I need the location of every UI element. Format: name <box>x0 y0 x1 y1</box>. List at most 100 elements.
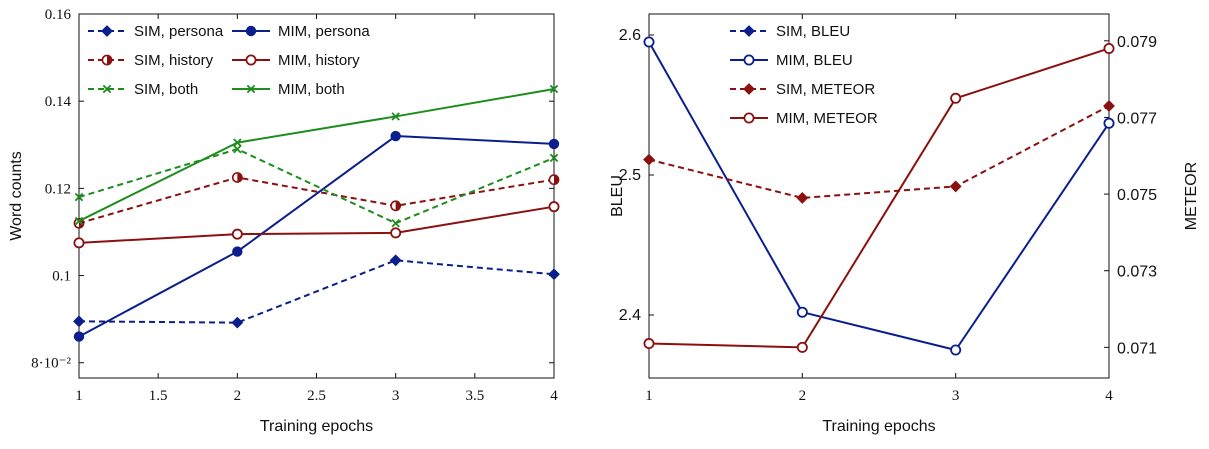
data-point <box>390 227 402 239</box>
legend-label: MIM, METEOR <box>776 110 878 127</box>
y2-tick-label: 0.073 <box>1117 264 1157 281</box>
y2-tick-label: 0.071 <box>1117 340 1157 357</box>
legend-entry-sim-persona: SIM, persona <box>88 23 224 40</box>
data-point <box>73 331 85 342</box>
legend-marker <box>102 84 112 94</box>
chart-1: 1 1.5 2 2.5 3 3.5 4 8·10⁻² 0.1 0.12 0.14 0.16 Traini… <box>8 7 560 435</box>
legend-label: MIM, BLEU <box>776 52 853 69</box>
legend-label: SIM, both <box>134 81 198 98</box>
x-tick-label: 2 <box>234 388 242 404</box>
data-point <box>548 174 560 186</box>
data-point <box>643 36 655 48</box>
y-tick-label: 0.16 <box>45 7 72 23</box>
series-line <box>78 87 555 222</box>
x-tick-label: 4 <box>550 388 558 404</box>
legend-label: MIM, history <box>278 52 360 69</box>
legend-label: SIM, persona <box>134 23 224 40</box>
legend-marker <box>245 25 257 37</box>
y-tick-label: 2.5 <box>619 167 641 184</box>
data-point <box>950 344 962 356</box>
data-point <box>548 201 560 213</box>
data-point <box>74 216 84 226</box>
data-point <box>389 254 402 267</box>
x-tick-label: 1 <box>75 388 83 404</box>
legend-entry-mim-bleu: MIM, BLEU <box>730 52 853 69</box>
legend-marker <box>743 25 755 37</box>
legend-entry-sim-meteor: SIM, METEOR <box>730 81 875 98</box>
legend-entry-mim-meteor: MIM, METEOR <box>730 110 878 127</box>
y-axis-label: Word counts <box>8 151 25 241</box>
legend-marker <box>246 84 256 94</box>
legend-entry-sim-both: SIM, both <box>88 81 198 98</box>
legend-marker <box>245 54 257 66</box>
data-point <box>1103 117 1115 129</box>
legend-label: SIM, BLEU <box>776 23 850 40</box>
data-point <box>391 219 400 228</box>
series-mim-persona <box>73 130 560 342</box>
series-line <box>648 47 1110 349</box>
legend-marker <box>743 112 755 124</box>
legend-marker <box>101 54 113 66</box>
series-line <box>648 41 1110 351</box>
legend-entry-mim-persona: MIM, persona <box>232 23 370 40</box>
legend-entry-sim-history: SIM, history <box>88 52 214 69</box>
data-point <box>390 130 401 142</box>
data-point <box>231 228 243 240</box>
legend-marker <box>743 83 755 95</box>
series-line <box>648 105 1110 199</box>
series-sim-history <box>73 172 560 229</box>
data-point <box>643 338 655 350</box>
data-point <box>949 180 962 193</box>
series-line <box>78 205 555 244</box>
x-tick-label: 1.5 <box>149 388 168 404</box>
data-point <box>232 246 243 257</box>
y-axis-label: BLEU <box>609 175 626 217</box>
data-point <box>549 153 559 163</box>
data-point <box>548 268 560 281</box>
x-tick-label: 3 <box>392 388 400 404</box>
y2-tick-label: 0.077 <box>1117 110 1157 127</box>
series-mim-history <box>73 201 560 249</box>
chart-2: 1 2 3 4 2.4 2.5 2.6 0.071 0.073 0.075 0.077 0.079 Tr… <box>609 13 1200 435</box>
y-tick-label: 0.12 <box>45 181 71 197</box>
series-line <box>78 176 555 225</box>
series-mim-both <box>74 84 559 226</box>
x-tick-label: 2.5 <box>307 388 326 404</box>
data-point <box>74 192 84 202</box>
series-line <box>78 135 555 338</box>
x-tick-label: 1 <box>645 388 653 404</box>
data-point <box>73 237 85 249</box>
legend-entry-mim-both: MIM, both <box>232 81 345 98</box>
data-point <box>231 316 244 329</box>
y-tick-label: 2.4 <box>619 307 641 324</box>
series-mim-meteor <box>643 42 1115 353</box>
series-sim-both <box>74 144 559 228</box>
data-point <box>233 138 242 147</box>
data-point <box>1103 100 1115 112</box>
legend-entry-mim-history: MIM, history <box>232 52 360 69</box>
y2-tick-label: 0.079 <box>1117 34 1157 51</box>
data-point <box>390 200 402 212</box>
y-tick-label: 0.14 <box>45 94 72 110</box>
legend-label: MIM, persona <box>278 23 370 40</box>
x-tick-label: 3.5 <box>465 388 484 404</box>
series-sim-persona <box>73 254 560 329</box>
series-line <box>78 259 555 324</box>
legend-label: MIM, both <box>278 81 345 98</box>
y-tick-label: 8·10⁻² <box>31 356 71 372</box>
x-axis-label: Training epochs <box>822 418 935 435</box>
data-point <box>73 315 85 328</box>
x-axis-label: Training epochs <box>260 418 373 435</box>
legend-label: SIM, METEOR <box>776 81 875 98</box>
plot-frame <box>648 13 1110 379</box>
data-point <box>796 341 808 353</box>
y-tick-label: 2.6 <box>619 27 641 44</box>
y2-tick-label: 0.075 <box>1117 187 1157 204</box>
legend-label: SIM, history <box>134 52 214 69</box>
data-point <box>643 153 655 166</box>
data-point <box>548 138 560 150</box>
y-tick-label: 0.1 <box>52 269 71 285</box>
data-point <box>950 92 962 104</box>
x-tick-label: 3 <box>952 388 960 404</box>
x-tick-label: 4 <box>1105 388 1113 404</box>
